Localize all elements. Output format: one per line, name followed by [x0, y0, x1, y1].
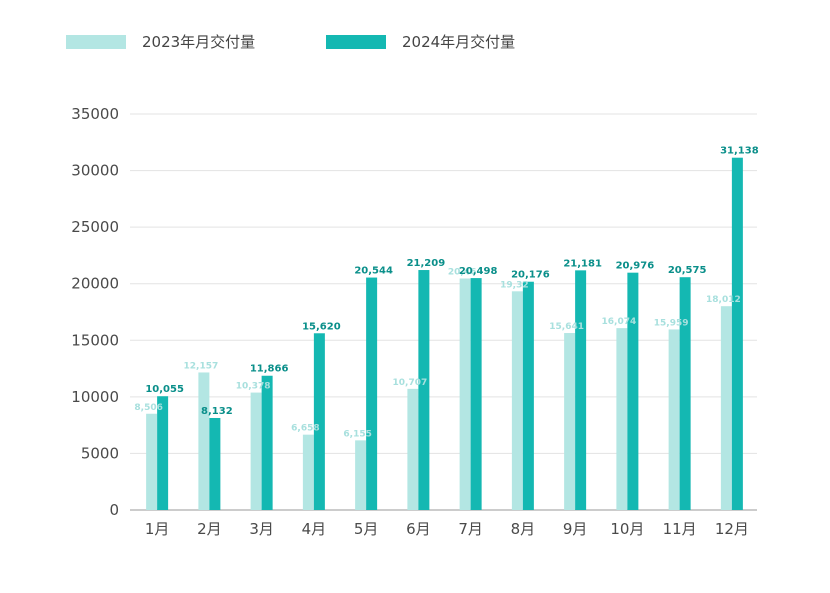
y-tick-label: 5000	[81, 444, 119, 462]
x-tick-label: 10月	[610, 520, 644, 538]
x-tick-label: 1月	[145, 520, 170, 538]
data-label-2024: 20,176	[511, 270, 550, 281]
data-label-2024: 8,132	[201, 406, 233, 417]
y-axis: 0 5000 10000 15000 20000 25000 30000 35000	[71, 105, 119, 519]
bar-2023	[302, 434, 314, 510]
x-tick-label: 3月	[249, 520, 274, 538]
bars	[146, 157, 743, 510]
bar-2023	[355, 440, 367, 510]
data-label-2024: 20,976	[616, 261, 655, 272]
data-label-2023: 20,46	[448, 267, 476, 277]
data-label-2023: 15,959	[654, 318, 689, 328]
data-label-2023: 6,155	[343, 429, 371, 439]
bar-2024	[679, 277, 691, 510]
bar-2024	[313, 333, 325, 510]
legend-label-2023: 2023年月交付量	[142, 33, 255, 51]
bar-2023	[459, 278, 471, 510]
legend: 2023年月交付量 2024年月交付量	[66, 33, 515, 51]
data-label-2023: 10,378	[236, 382, 271, 392]
x-tick-label: 4月	[302, 520, 327, 538]
bar-2024	[470, 278, 482, 510]
legend-swatch-2024	[326, 35, 386, 49]
bar-2023	[668, 329, 680, 510]
data-label-2023: 18,012	[706, 295, 741, 305]
bar-2023	[511, 291, 523, 510]
data-label-2024: 11,866	[250, 364, 289, 375]
data-label-2024: 20,544	[354, 266, 393, 277]
bar-2024	[575, 270, 587, 510]
bar-2024	[627, 272, 639, 510]
bar-2024	[157, 396, 169, 510]
bar-2023	[250, 392, 262, 510]
data-label-2023: 12,157	[184, 361, 219, 371]
y-tick-label: 35000	[71, 105, 119, 123]
y-tick-label: 0	[109, 501, 119, 519]
legend-label-2024: 2024年月交付量	[402, 33, 515, 51]
x-tick-label: 6月	[406, 520, 431, 538]
x-tick-label: 9月	[563, 520, 588, 538]
y-tick-label: 10000	[71, 388, 119, 406]
bar-2024	[731, 157, 743, 510]
x-axis: 1月 2月 3月 4月 5月 6月 7月 8月 9月 10月 11月 12月	[145, 520, 749, 538]
bar-2024	[418, 270, 430, 510]
x-tick-label: 12月	[715, 520, 749, 538]
bar-2023	[146, 413, 158, 510]
data-label-2023: 15,641	[549, 322, 584, 332]
x-tick-label: 7月	[458, 520, 483, 538]
data-label-2024: 15,620	[302, 321, 341, 332]
bar-2023	[198, 372, 210, 510]
bar-2023	[616, 328, 628, 510]
data-label-2024: 21,181	[563, 258, 602, 269]
bar-2023	[564, 333, 576, 510]
data-label-2023: 6,658	[291, 424, 319, 434]
bar-2023	[407, 388, 419, 510]
bar-2024	[366, 277, 378, 510]
y-tick-label: 20000	[71, 275, 119, 293]
data-label-2024: 31,138	[720, 146, 759, 157]
x-tick-label: 11月	[663, 520, 697, 538]
bar-2024	[209, 417, 221, 510]
y-tick-label: 25000	[71, 218, 119, 236]
gridlines	[130, 113, 757, 511]
bar-2024	[522, 281, 534, 510]
data-label-2024: 10,055	[145, 384, 184, 395]
x-tick-label: 5月	[354, 520, 379, 538]
x-tick-label: 8月	[511, 520, 536, 538]
bar-2023	[720, 306, 732, 510]
legend-swatch-2023	[66, 35, 126, 49]
x-tick-label: 2月	[197, 520, 222, 538]
data-label-2023: 8,506	[134, 403, 162, 413]
data-label-2024: 20,575	[668, 265, 707, 276]
bar-2024	[261, 375, 273, 510]
data-label-2023: 16,074	[602, 317, 637, 327]
y-tick-label: 30000	[71, 162, 119, 180]
data-label-2023: 19,32	[500, 280, 528, 290]
data-label-2023: 10,707	[393, 378, 428, 388]
data-labels: 8,506 10,055 12,157 8,132 10,378 11,866 6,658 1…	[134, 146, 758, 440]
data-label-2024: 20,498	[459, 266, 498, 277]
y-tick-label: 15000	[71, 331, 119, 349]
data-label-2024: 21,209	[407, 258, 446, 269]
